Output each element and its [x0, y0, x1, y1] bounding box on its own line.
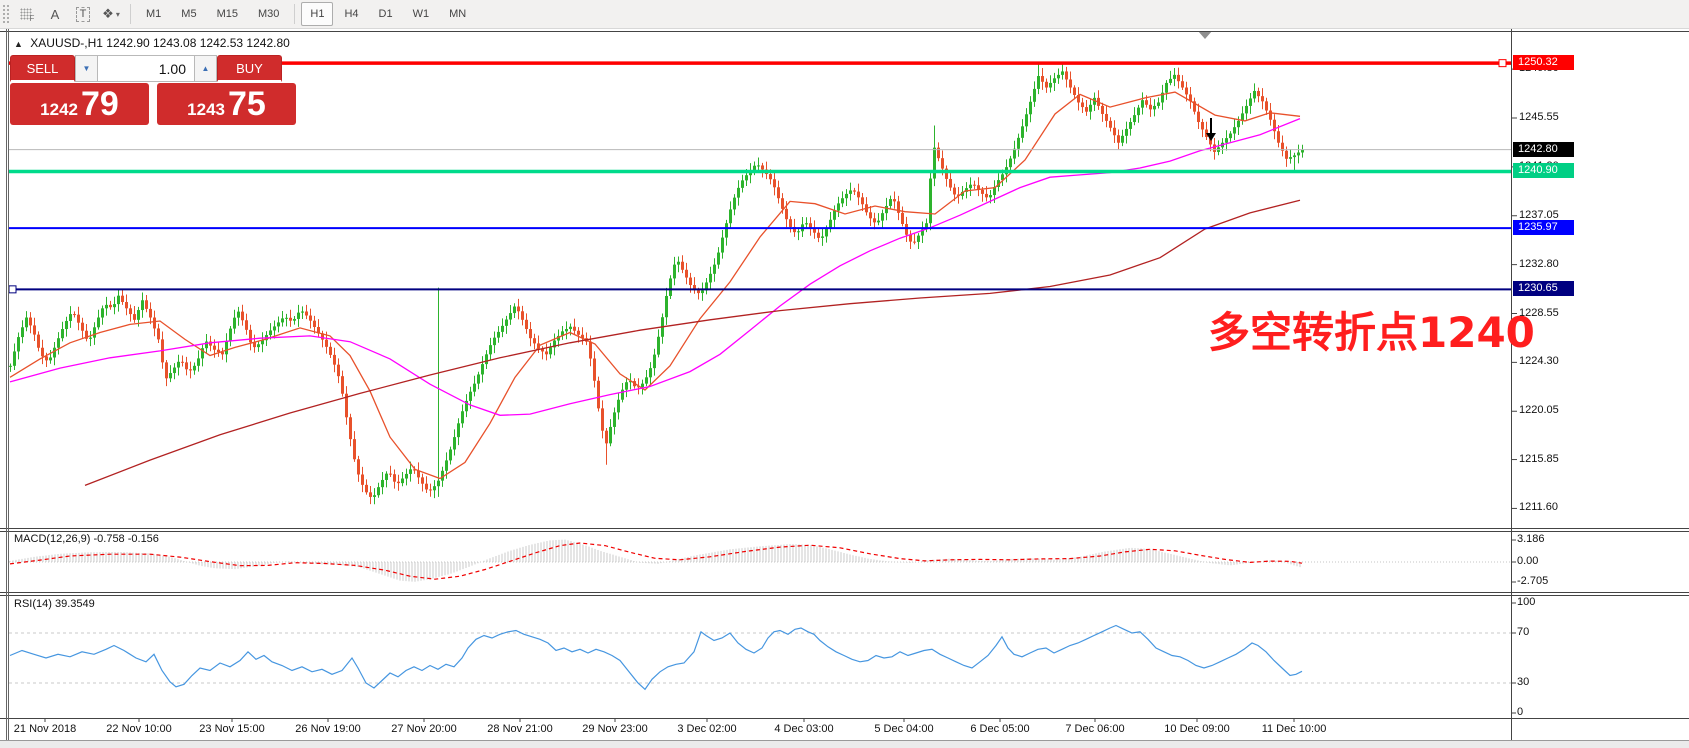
tf-button-m1[interactable]: M1	[146, 8, 162, 20]
time-axis-label: 6 Dec 05:00	[970, 723, 1030, 735]
sell-price-main: 1242	[40, 100, 78, 119]
price-tick: 1224.30	[1519, 355, 1559, 368]
price-badge: 1240.90	[1513, 163, 1574, 179]
toolbar: F A T ❖ ▾ M1 M5 M15 M30 H1 H4 D1 W1 MN	[0, 0, 1689, 29]
ohlc-quotes-label: 1242.90 1243.08 1242.53 1242.80	[106, 36, 290, 50]
tf-button-mn[interactable]: MN	[449, 8, 467, 20]
level-line-1230.65[interactable]	[8, 285, 1511, 294]
tf-button-d1[interactable]: D1	[378, 8, 393, 20]
tf-button-m15[interactable]: M15	[216, 8, 238, 20]
fibonacci-grid-icon[interactable]: F	[15, 3, 39, 25]
time-axis-label: 5 Dec 04:00	[874, 723, 934, 735]
price-tick: 1211.60	[1519, 501, 1558, 514]
ma-slow	[84, 199, 1301, 487]
arrows-tool-icon[interactable]: ❖ ▾	[99, 3, 123, 25]
rsi-tick: 100	[1517, 596, 1536, 608]
price-tick: 1232.80	[1519, 257, 1559, 270]
rsi-indicator-label: RSI(14) 39.3549	[14, 598, 95, 610]
bottom-strip	[0, 741, 1689, 748]
tf-button-h1[interactable]: H1	[301, 2, 334, 26]
macd-histogram	[9, 539, 1301, 582]
collapse-triangle-icon[interactable]: ▲	[14, 39, 23, 49]
toolbar-separator	[130, 4, 131, 24]
down-arrow-annotation[interactable]	[1206, 118, 1216, 141]
current-price-badge: 1242.80	[1513, 141, 1574, 157]
macd-tick: -2.705	[1517, 575, 1549, 587]
tf-button-h4[interactable]: H4	[344, 8, 359, 20]
time-axis-label: 3 Dec 02:00	[677, 723, 737, 735]
candles	[9, 63, 1304, 505]
sell-price-pips: 79	[81, 85, 119, 123]
shapes-glyph: ❖	[102, 6, 114, 21]
price-badge: 1230.65	[1513, 281, 1574, 297]
ma-fast	[9, 91, 1301, 480]
buy-button[interactable]: BUY	[217, 55, 282, 82]
buy-price-pips: 75	[228, 85, 266, 123]
time-axis-label: 21 Nov 2018	[13, 723, 77, 735]
time-axis-label: 26 Nov 19:00	[295, 723, 361, 735]
time-axis-label: 27 Nov 20:00	[391, 723, 457, 735]
text-label-tool-icon[interactable]: T	[71, 3, 95, 25]
tf-button-m30[interactable]: M30	[257, 8, 280, 20]
price-badge: 1235.97	[1513, 220, 1574, 236]
price-tick: 1215.85	[1519, 452, 1559, 465]
rsi-tick: 70	[1517, 626, 1530, 638]
chinese-annotation-text: 多空转折点1240	[1208, 308, 1535, 357]
buy-price-display[interactable]: 1243 75	[157, 83, 296, 125]
time-axis-label: 28 Nov 21:00	[487, 723, 553, 735]
chevron-down-icon: ▾	[115, 9, 120, 19]
one-click-trading-panel: SELL ▼ ▲ BUY 1242 79 1243 75	[10, 55, 296, 125]
time-axis-label: 7 Dec 06:00	[1065, 723, 1125, 735]
chart-shift-marker	[1198, 31, 1212, 39]
volume-decrease-button[interactable]: ▼	[75, 55, 98, 82]
time-axis-label: 29 Nov 23:00	[582, 723, 648, 735]
sell-price-display[interactable]: 1242 79	[10, 83, 149, 125]
dot-grid	[19, 8, 32, 20]
macd-indicator-label: MACD(12,26,9) -0.758 -0.156	[14, 533, 159, 545]
rsi-line	[9, 624, 1303, 691]
toolbar-separator	[294, 4, 296, 24]
time-axis-label: 11 Dec 10:00	[1261, 723, 1327, 735]
volume-input[interactable]	[98, 55, 194, 82]
macd-tick: 3.186	[1517, 533, 1545, 545]
tool-t-label: T	[75, 6, 91, 22]
time-axis-label: 22 Nov 10:00	[106, 723, 172, 735]
chart-title: ▲ XAUUSD-,H1 1242.90 1243.08 1242.53 124…	[14, 36, 290, 50]
tf-button-w1[interactable]: W1	[412, 8, 430, 20]
macd-tick: 0.00	[1517, 555, 1539, 567]
volume-increase-button[interactable]: ▲	[194, 55, 217, 82]
time-axis-label: 23 Nov 15:00	[199, 723, 265, 735]
time-axis-label: 4 Dec 03:00	[774, 723, 834, 735]
tf-button-m5[interactable]: M5	[181, 8, 197, 20]
buy-price-main: 1243	[187, 100, 225, 119]
time-axis-label: 10 Dec 09:00	[1164, 723, 1230, 735]
sell-button[interactable]: SELL	[10, 55, 75, 82]
price-badge: 1250.32	[1513, 55, 1574, 71]
toolbar-grip[interactable]	[2, 4, 9, 24]
macd-signal-line	[9, 542, 1303, 580]
tool-f-label: F	[29, 13, 35, 23]
text-tool-icon[interactable]: A	[50, 6, 60, 22]
price-tick: 1220.05	[1519, 404, 1559, 417]
price-tick: 1245.55	[1519, 111, 1559, 123]
rsi-tick: 0	[1517, 706, 1524, 718]
price-tick: 1228.55	[1519, 306, 1559, 319]
rsi-tick: 30	[1517, 676, 1530, 688]
price-tick: 1237.05	[1519, 208, 1559, 221]
symbol-period-label: XAUUSD-,H1	[30, 36, 103, 50]
